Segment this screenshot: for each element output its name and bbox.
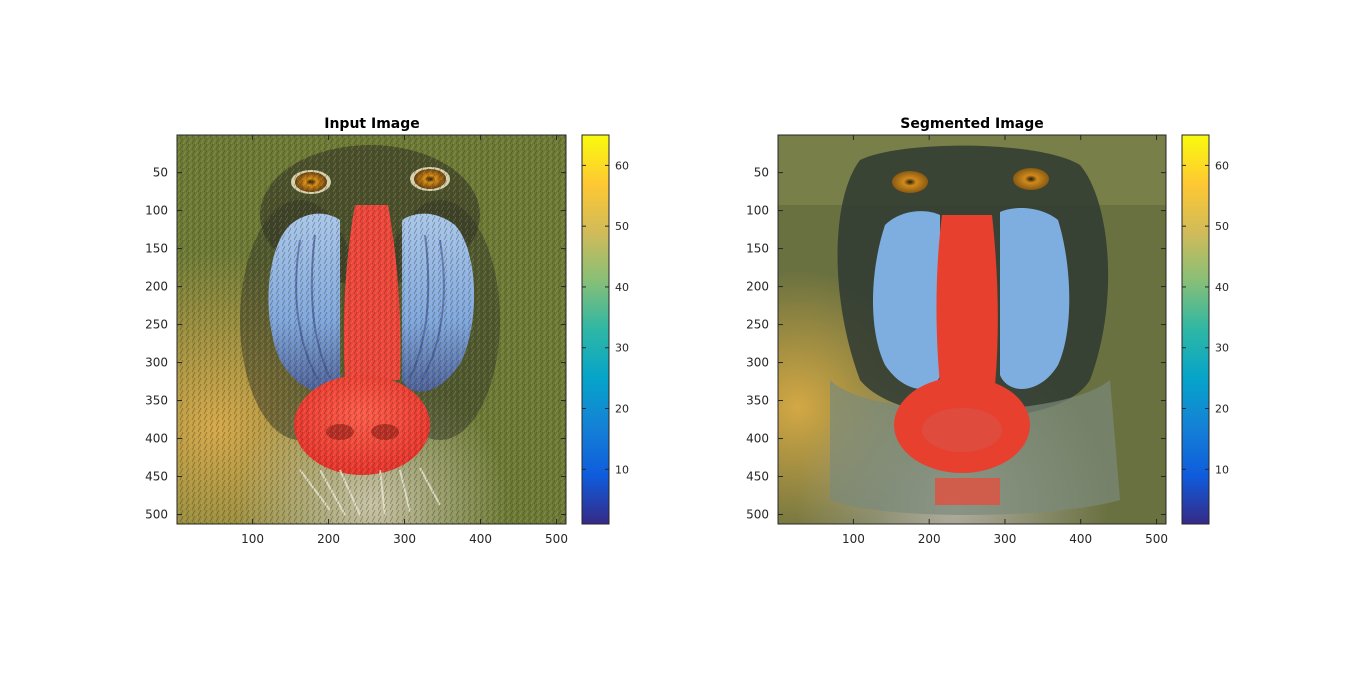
colorbar-tick-label: 20 <box>1215 403 1229 416</box>
segmented-axis-ticks: 100 200 300 400 500 50 100 150 200 250 300 350 400 45… <box>746 135 1168 546</box>
input-colorbar: 10 20 30 40 50 60 <box>581 134 629 525</box>
segmented-colorbar-gradient <box>1181 134 1210 525</box>
y-tick-label: 350 <box>145 394 168 408</box>
x-tick-label: 100 <box>241 532 264 546</box>
colorbar-tick-label: 30 <box>615 342 629 355</box>
y-tick-label: 250 <box>746 318 769 332</box>
x-tick-label: 300 <box>393 532 416 546</box>
colorbar-tick-label: 60 <box>1215 159 1229 172</box>
y-tick-label: 400 <box>746 432 769 446</box>
input-axes-frame <box>176 134 567 525</box>
y-tick-label: 150 <box>746 242 769 256</box>
y-tick-label: 200 <box>746 280 769 294</box>
x-tick-label: 100 <box>842 532 865 546</box>
segmented-image-axes: Segmented Image 100 200 300 400 500 50 100 150 <box>746 116 1168 546</box>
segmented-image-title: Segmented Image <box>900 116 1044 132</box>
y-tick-label: 400 <box>145 432 168 446</box>
y-tick-label: 50 <box>754 166 769 180</box>
colorbar-tick-label: 10 <box>615 463 629 476</box>
x-tick-label: 400 <box>469 532 492 546</box>
y-tick-label: 500 <box>746 508 769 522</box>
input-axis-ticks: 100 200 300 400 500 50 100 150 200 250 300 350 400 45… <box>145 135 568 546</box>
colorbar-tick-label: 30 <box>1215 342 1229 355</box>
y-tick-label: 50 <box>153 166 168 180</box>
y-tick-label: 200 <box>145 280 168 294</box>
colorbar-tick-label: 20 <box>615 403 629 416</box>
x-tick-label: 400 <box>1069 532 1092 546</box>
y-tick-label: 250 <box>145 318 168 332</box>
y-tick-label: 150 <box>145 242 168 256</box>
y-tick-label: 500 <box>145 508 168 522</box>
y-tick-label: 100 <box>746 204 769 218</box>
x-tick-label: 200 <box>317 532 340 546</box>
y-tick-label: 450 <box>145 470 168 484</box>
y-tick-label: 450 <box>746 470 769 484</box>
input-colorbar-ticks: 10 20 30 40 50 60 <box>582 159 629 476</box>
x-tick-label: 500 <box>1145 532 1168 546</box>
segmented-mandrill-image <box>778 135 1166 524</box>
x-tick-label: 500 <box>545 532 568 546</box>
colorbar-tick-label: 50 <box>1215 220 1229 233</box>
colorbar-tick-label: 40 <box>1215 281 1229 294</box>
segmented-axes-frame <box>777 134 1167 525</box>
colorbar-tick-label: 10 <box>1215 463 1229 476</box>
y-tick-label: 300 <box>746 356 769 370</box>
colorbar-tick-label: 50 <box>615 220 629 233</box>
colorbar-tick-label: 60 <box>615 159 629 172</box>
y-tick-label: 350 <box>746 394 769 408</box>
input-image-axes: Input Image <box>145 116 568 546</box>
segmented-colorbar: 10 20 30 40 50 60 <box>1181 134 1229 525</box>
x-tick-label: 300 <box>994 532 1017 546</box>
input-colorbar-gradient <box>581 134 610 525</box>
colorbar-tick-label: 40 <box>615 281 629 294</box>
x-tick-label: 200 <box>918 532 941 546</box>
input-mandrill-image <box>177 135 566 524</box>
input-image-title: Input Image <box>324 116 420 132</box>
y-tick-label: 100 <box>145 204 168 218</box>
segmented-colorbar-ticks: 10 20 30 40 50 60 <box>1182 159 1229 476</box>
y-tick-label: 300 <box>145 356 168 370</box>
